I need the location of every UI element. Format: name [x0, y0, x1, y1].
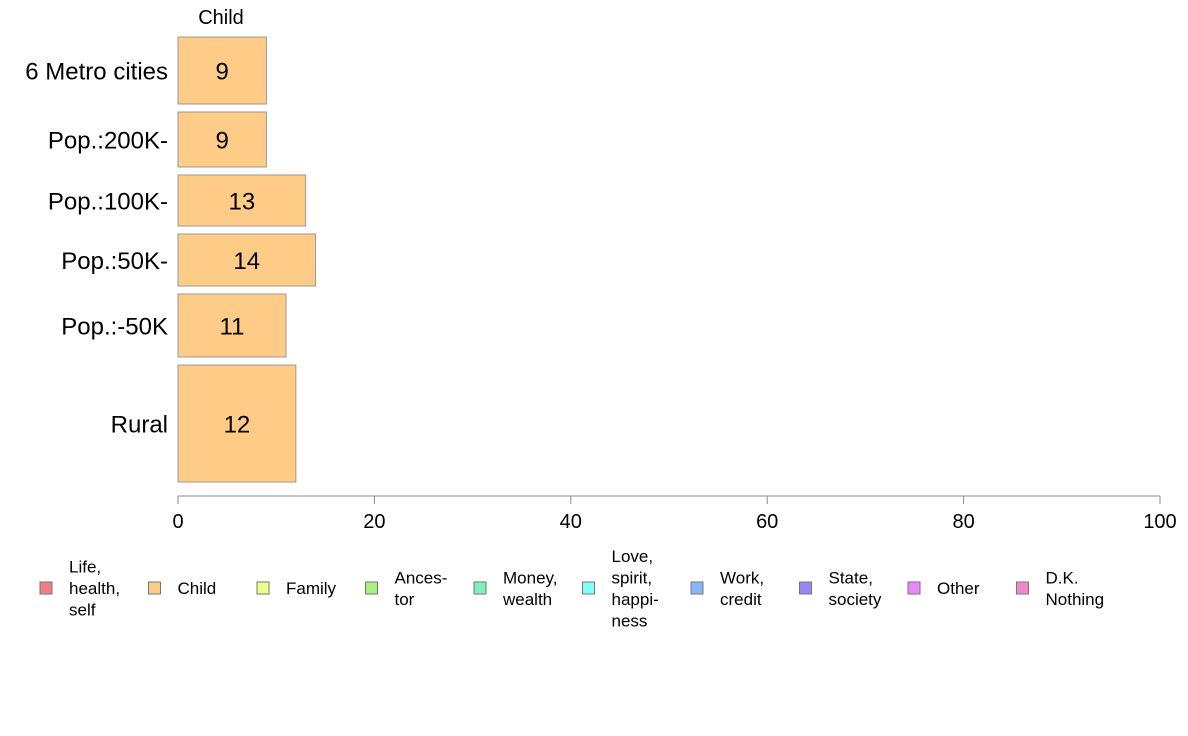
legend-label-line: Other: [937, 579, 980, 598]
legend-item-4: Ances-tor: [365, 568, 448, 609]
legend-label-line: Work,: [720, 568, 764, 587]
legend-swatch-4: [365, 581, 378, 595]
legend-label-5: Money, wealth: [502, 568, 558, 609]
legend-label-line: ness: [612, 611, 648, 630]
value-label-3: 13: [228, 189, 255, 216]
legend-label-line: self: [69, 601, 96, 620]
legend-label-2: Child: [178, 579, 217, 598]
x-tick-label-2: 20: [363, 511, 385, 533]
legend-label-line: Life,: [69, 558, 101, 577]
bar-3: [177, 174, 307, 227]
legend: Life, health, self Child Family Ances-tor Mone…: [39, 547, 1105, 631]
legend-label-1: Life, health, self: [69, 558, 120, 620]
category-label-6: Rural: [111, 412, 168, 439]
legend-label-line: Nothing: [1046, 590, 1105, 609]
legend-label-line: wealth: [502, 590, 552, 609]
legend-item-9: Other: [907, 579, 980, 598]
category-label-2: Pop.:200K-: [48, 128, 168, 155]
legend-label-line: spirit,: [612, 568, 653, 587]
bar-1: [177, 36, 267, 105]
series-header: Child: [198, 7, 244, 29]
legend-label-line: tor: [395, 590, 415, 609]
legend-label-10: D.K. Nothing: [1046, 568, 1105, 609]
category-label-4: Pop.:50K-: [61, 248, 168, 275]
legend-label-line: credit: [720, 590, 762, 609]
category-label-3: Pop.:100K-: [48, 189, 168, 216]
legend-label-line: Family: [286, 579, 337, 598]
legend-item-8: State, society: [799, 568, 882, 609]
x-axis: 0 20 40 60 80 100: [172, 495, 1177, 533]
legend-swatch-8: [799, 581, 812, 595]
legend-swatch-9: [907, 581, 921, 595]
x-tick-label-3: 40: [560, 511, 582, 533]
legend-label-9: Other: [937, 579, 980, 598]
value-label-1: 9: [216, 59, 229, 86]
bar-5: [177, 293, 287, 358]
legend-swatch-7: [690, 581, 704, 595]
legend-item-3: Family: [256, 579, 337, 598]
legend-label-line: Ances-: [395, 568, 448, 587]
legend-label-line: health,: [69, 579, 120, 598]
legend-swatch-1: [39, 581, 53, 595]
category-label-1: 6 Metro cities: [25, 59, 168, 86]
bar-4: [177, 233, 316, 287]
legend-label-8: State, society: [829, 568, 882, 609]
category-labels: 6 Metro cities Pop.:200K- Pop.:100K- Pop.:5…: [25, 59, 168, 439]
legend-label-line: D.K.: [1046, 568, 1079, 587]
legend-item-5: Money, wealth: [473, 568, 558, 609]
category-label-5: Pop.:-50K: [61, 314, 168, 341]
legend-label-3: Family: [286, 579, 337, 598]
x-tick-label-4: 60: [756, 511, 778, 533]
x-tick-label-5: 80: [952, 511, 974, 533]
bar-6: [177, 364, 297, 483]
x-tick-label-6: 100: [1143, 511, 1176, 533]
legend-item-6: Love, spirit, happi-ness: [582, 547, 659, 631]
legend-label-6: Love, spirit, happi-ness: [612, 547, 659, 631]
value-label-5: 11: [220, 314, 245, 341]
legend-label-line: society: [829, 590, 882, 609]
legend-item-10: D.K. Nothing: [1016, 568, 1105, 609]
value-label-2: 9: [216, 128, 229, 155]
legend-label-4: Ances-tor: [395, 568, 448, 609]
legend-swatch-6: [582, 581, 595, 595]
value-label-6: 12: [224, 412, 251, 439]
legend-label-line: happi-: [612, 590, 659, 609]
legend-swatch-2: [148, 581, 161, 595]
legend-swatch-5: [473, 581, 487, 595]
legend-swatch-10: [1016, 581, 1029, 595]
legend-item-2: Child: [148, 579, 217, 598]
x-tick-label-1: 0: [172, 511, 183, 533]
legend-item-7: Work, credit: [690, 568, 764, 609]
legend-label-line: Love,: [612, 547, 654, 566]
legend-label-line: State,: [829, 568, 873, 587]
bars: 9 9 13 14 11 12: [177, 36, 316, 483]
bar-2: [177, 111, 267, 168]
legend-label-line: Money,: [503, 568, 558, 587]
value-label-4: 14: [233, 248, 260, 275]
legend-swatch-3: [256, 581, 270, 595]
legend-label-line: Child: [178, 579, 217, 598]
legend-label-7: Work, credit: [720, 568, 764, 609]
legend-item-1: Life, health, self: [39, 558, 120, 620]
